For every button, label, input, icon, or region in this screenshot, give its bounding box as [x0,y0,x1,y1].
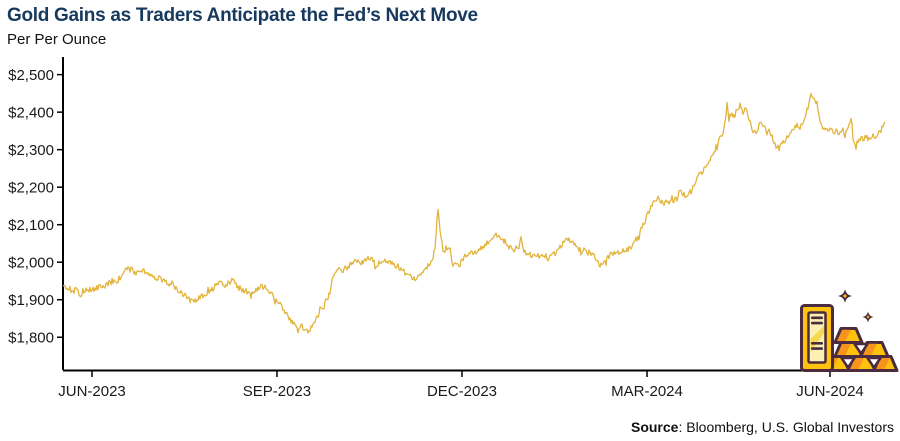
y-tick-label: $2,500 [8,67,54,84]
source-credit: Source: Bloomberg, U.S. Global Investors [631,419,894,435]
x-tick-label: MAR-2024 [611,383,683,400]
sparkle-icon [862,311,874,323]
chart-subtitle: Per Per Ounce [7,31,107,48]
sparkle-icon [838,289,852,303]
axes: $1,800 $1,900 $2,000 $2,100 $2,200 $2,300 $2,4… [8,57,893,400]
gold-price-line [62,92,886,334]
source-label: Source [630,419,679,435]
gold-ingot-pyramid [820,327,899,372]
y-tick-label: $2,400 [8,105,54,122]
gold-bar-upright [800,304,834,372]
y-tick-label: $1,900 [8,292,54,309]
y-tick-label: $2,200 [8,180,54,197]
gold-bars-icon [800,289,899,372]
y-tick-label: $2,300 [8,142,54,159]
x-tick-label: DEC-2023 [427,383,497,400]
x-tick-label: SEP-2023 [243,383,311,400]
y-tick-label: $2,100 [8,217,54,234]
y-tick-label: $2,000 [8,255,54,272]
y-tick-label: $1,800 [8,330,54,347]
x-tick-label: JUN-2024 [796,383,864,400]
x-tick-label: JUN-2023 [58,383,126,400]
source-text: : Bloomberg, U.S. Global Investors [678,419,894,435]
price-line [62,92,886,334]
chart-title: Gold Gains as Traders Anticipate the Fed… [7,5,478,26]
